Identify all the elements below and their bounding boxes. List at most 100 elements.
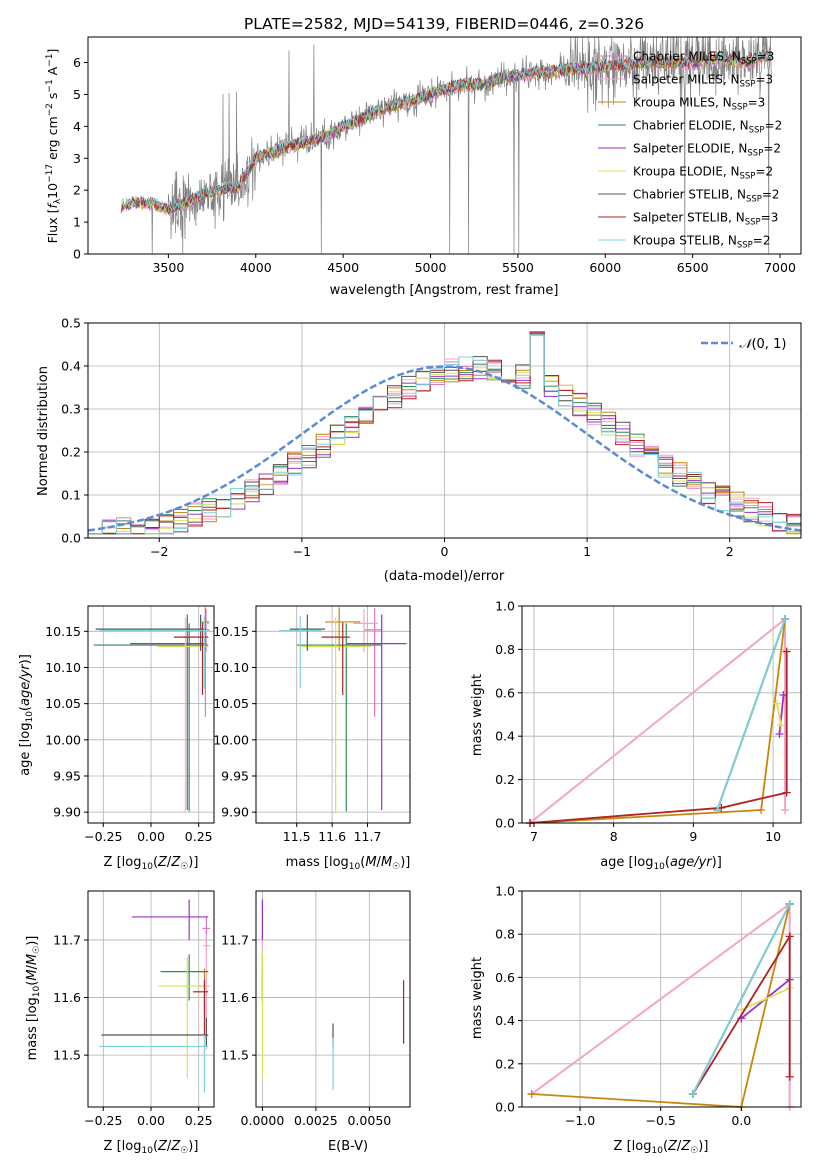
y-tick-label: 0.2	[495, 1056, 515, 1071]
x-tick-label: 10	[765, 829, 781, 844]
y-tick-label: 11.5	[53, 1048, 81, 1063]
weight-line-kroupa_elodie	[740, 987, 791, 1011]
x-tick-label: 4500	[327, 260, 359, 275]
x-tick-label: 3500	[152, 260, 184, 275]
residual-histogram-kroupa_stelib	[88, 334, 801, 535]
legend-label-salpeter_stelib: Salpeter STELIB, NSSP=3	[633, 211, 778, 228]
x-tick-label: 11.7	[354, 829, 382, 844]
age-vs-mass-panel: 11.5 11.6 11.7 9.90 9.95 10.00 10.05 10.10 10.15…	[213, 605, 411, 872]
y-tick-label: 0.4	[61, 359, 81, 374]
y-tick-label: 4	[73, 119, 81, 134]
mass-vs-Z-xlabel: Z [log10(Z/Z☉)]	[104, 1139, 199, 1156]
weight-marker-kroupa_stelib	[688, 1090, 697, 1099]
weight-line-salpeter_stelib	[529, 651, 788, 824]
weight-vs-Z-ylabel: mass weight	[470, 957, 485, 1039]
age-vs-metallicity-panel: −0.25 0.00 0.25 9.90 9.95 10.00 10.05 10.10 10.1…	[18, 605, 215, 872]
weight-line-kroupa_stelib	[716, 618, 786, 811]
y-tick-label: 10.05	[213, 696, 249, 711]
x-tick-label: 11.5	[283, 829, 311, 844]
model-spectrum-kroupa_stelib	[120, 48, 772, 212]
weight-marker-kroupa_miles	[757, 805, 766, 814]
residual-histogram-chabrier_stelib	[88, 333, 801, 535]
gaussian-reference-curve	[87, 365, 802, 532]
x-tick-label: 2	[726, 544, 734, 559]
mass-vs-ebv-xlabel: E(B-V)	[328, 1139, 368, 1154]
weight-marker-kroupa_miles	[527, 1090, 536, 1099]
y-tick-label: 10.05	[45, 696, 81, 711]
y-tick-label: 0.0	[495, 1100, 515, 1115]
y-tick-label: 9.95	[221, 768, 249, 783]
y-tick-label: 0.4	[495, 1013, 515, 1028]
residual-histogram-salpeter_elodie	[88, 333, 801, 535]
weight-vs-age-ylabel: mass weight	[470, 674, 485, 756]
x-tick-label: 0.0000	[241, 1113, 285, 1128]
weight-vs-Z-xlabel: Z [log10(Z/Z☉)]	[614, 1139, 709, 1156]
y-tick-label: 10.10	[45, 660, 81, 675]
y-tick-label: 9.90	[221, 805, 249, 820]
weight-marker-salpeter_stelib	[782, 788, 791, 797]
mass-vs-Z-ylabel: mass [log10(M/M☉)]	[25, 936, 42, 1061]
weight-line-salpeter_elodie	[778, 694, 785, 735]
x-tick-label: 5000	[415, 260, 447, 275]
y-tick-label: 0.2	[495, 772, 515, 787]
x-tick-label: 0.0050	[347, 1113, 391, 1128]
y-tick-label: 6	[73, 55, 81, 70]
y-tick-label: 0.8	[495, 927, 515, 942]
x-tick-label: 6500	[677, 260, 709, 275]
x-tick-label: −1	[293, 544, 311, 559]
x-tick-label: −1.0	[565, 1113, 595, 1128]
y-tick-label: 11.7	[53, 932, 81, 947]
age-vs-mass-xlabel: mass [log10(M/M☉)]	[286, 855, 411, 872]
x-tick-label: 0.00	[137, 829, 165, 844]
y-tick-label: 1.0	[495, 599, 515, 614]
weight-marker-salpeter_stelib	[785, 1072, 794, 1081]
legend-label-kroupa_elodie: Kroupa ELODIE, NSSP=2	[633, 165, 773, 182]
weight-line-kroupa_stelib	[692, 903, 791, 1095]
residuals-legend: 𝒩(0, 1)	[701, 337, 786, 352]
y-tick-label: 1.0	[495, 884, 515, 899]
x-tick-label: 0	[441, 544, 449, 559]
y-tick-label: 0	[73, 247, 81, 262]
y-tick-label: 10.10	[213, 660, 249, 675]
x-tick-label: 4000	[240, 260, 272, 275]
x-tick-label: −0.25	[84, 829, 122, 844]
legend-label-chabrier_elodie: Chabrier ELODIE, NSSP=2	[633, 119, 782, 136]
weight-marker-salpeter_miles	[781, 805, 790, 814]
axes-frame	[87, 36, 802, 255]
x-tick-label: 9	[689, 829, 697, 844]
legend-label-salpeter_miles: Salpeter MILES, NSSP=3	[633, 73, 773, 90]
weight-marker-kroupa_elodie	[773, 699, 782, 708]
legend-label-kroupa_miles: Kroupa MILES, NSSP=3	[633, 96, 765, 113]
residuals-xlabel: (data-model)/error	[384, 569, 505, 584]
age-vs-Z-ylabel: age [log10(age/yr)]	[18, 654, 35, 776]
legend-label-kroupa_stelib: Kroupa STELIB, NSSP=2	[633, 234, 771, 251]
weight-vs-metallicity-panel: −1.0 −0.5 0.0 0.0 0.2 0.4 0.6 0.8 1.0 Z [log10(Z…	[470, 884, 802, 1156]
x-tick-label: 0.25	[185, 1113, 213, 1128]
y-tick-label: 11.7	[221, 932, 249, 947]
y-tick-label: 10.15	[213, 624, 249, 639]
x-tick-label: 8	[610, 829, 618, 844]
age-vs-Z-xlabel: Z [log10(Z/Z☉)]	[104, 855, 199, 872]
weight-marker-kroupa_elodie	[777, 721, 786, 730]
x-tick-label: 1	[583, 544, 591, 559]
y-tick-label: 0.5	[61, 316, 81, 331]
x-tick-label: 11.6	[318, 829, 346, 844]
axes-frame	[521, 890, 802, 1108]
y-tick-label: 5	[73, 87, 81, 102]
weight-marker-kroupa_stelib	[781, 615, 790, 624]
y-tick-label: 10.00	[213, 732, 249, 747]
axes-frame	[521, 605, 802, 824]
x-tick-label: 0.25	[185, 829, 213, 844]
mass-vs-reddening-panel: 0.0000 0.0025 0.0050 11.5 11.6 11.7 E(B-V)	[221, 890, 411, 1154]
y-tick-label: 0.0	[495, 816, 515, 831]
y-tick-label: 10.00	[45, 732, 81, 747]
x-tick-label: 0.00	[137, 1113, 165, 1128]
weight-marker-salpeter_stelib	[785, 932, 794, 941]
spectrum-title: PLATE=2582, MJD=54139, FIBERID=0446, z=0…	[244, 15, 644, 33]
spectrum-legend: Chabrier MILES, NSSP=3 Salpeter MILES, NS…	[598, 50, 782, 251]
residual-histogram-kroupa_miles	[88, 333, 801, 535]
y-tick-label: 11.6	[53, 990, 81, 1005]
y-tick-label: 0.2	[61, 445, 81, 460]
x-tick-label: 6000	[589, 260, 621, 275]
